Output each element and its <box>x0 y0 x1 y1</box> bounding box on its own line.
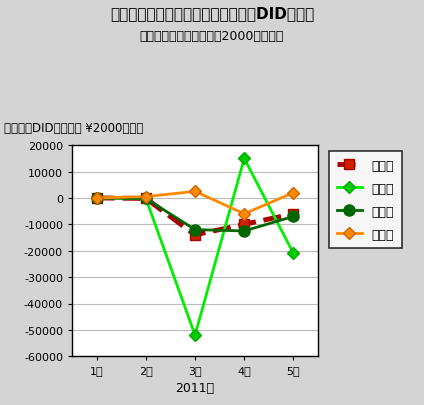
Line: 全　国: 全 国 <box>92 194 298 240</box>
全　国 <box>143 196 148 201</box>
全　国 <box>192 233 198 238</box>
他地域 <box>192 190 198 194</box>
Text: 東日本大震災前後の家計総消費支出DID変化額: 東日本大震災前後の家計総消費支出DID変化額 <box>110 6 314 21</box>
全　国 <box>291 212 296 217</box>
Text: 例年とのDID支出額差 ¥2000年実質: 例年とのDID支出額差 ¥2000年実質 <box>4 122 144 134</box>
東　北 <box>192 333 198 338</box>
他地域 <box>94 196 99 201</box>
関　東 <box>143 196 148 201</box>
Text: （総務省家計調査月報・2000年実質）: （総務省家計調査月報・2000年実質） <box>140 30 284 43</box>
関　東 <box>94 196 99 201</box>
Line: 関　東: 関 東 <box>91 193 299 237</box>
東　北 <box>94 196 99 201</box>
東　北 <box>143 196 148 201</box>
Line: 他地域: 他地域 <box>92 188 298 218</box>
Legend: 全　国, 東　北, 関　東, 他地域: 全 国, 東 北, 関 東, 他地域 <box>329 152 402 249</box>
関　東 <box>192 228 198 232</box>
全　国 <box>242 222 247 227</box>
関　東 <box>242 229 247 234</box>
X-axis label: 2011年: 2011年 <box>176 381 215 394</box>
東　北 <box>291 251 296 256</box>
他地域 <box>242 212 247 217</box>
全　国 <box>94 196 99 201</box>
関　東 <box>291 214 296 219</box>
Line: 東　北: 東 北 <box>92 155 298 339</box>
東　北 <box>242 156 247 161</box>
他地域 <box>291 191 296 196</box>
他地域 <box>143 195 148 200</box>
